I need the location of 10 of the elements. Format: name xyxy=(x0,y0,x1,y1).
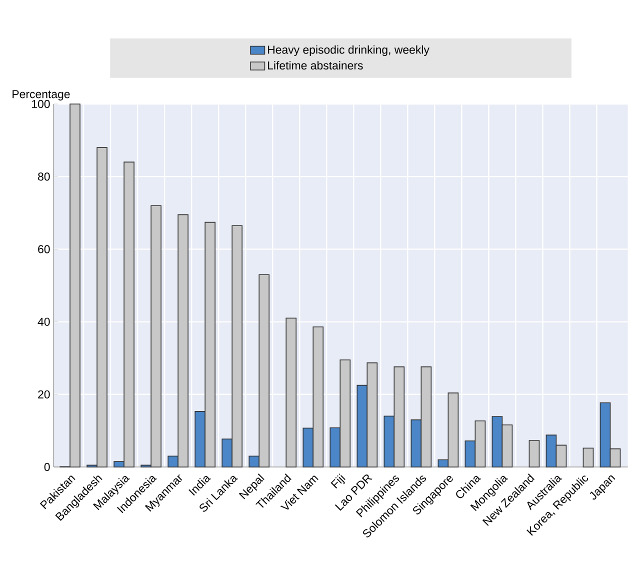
y-tick-label: 100 xyxy=(32,100,50,108)
y-axis-title: Percentage xyxy=(12,90,70,100)
legend-label: Heavy episodic drinking, weekly xyxy=(268,45,430,56)
y-tick-label: 40 xyxy=(38,318,50,326)
legend-label: Lifetime abstainers xyxy=(268,61,363,70)
y-tick-label: 0 xyxy=(44,462,50,472)
y-tick-label: 80 xyxy=(38,172,50,181)
y-tick-label: 20 xyxy=(38,390,50,398)
y-tick-label: 60 xyxy=(38,245,50,254)
x-tick-label: Fiji xyxy=(330,473,346,488)
